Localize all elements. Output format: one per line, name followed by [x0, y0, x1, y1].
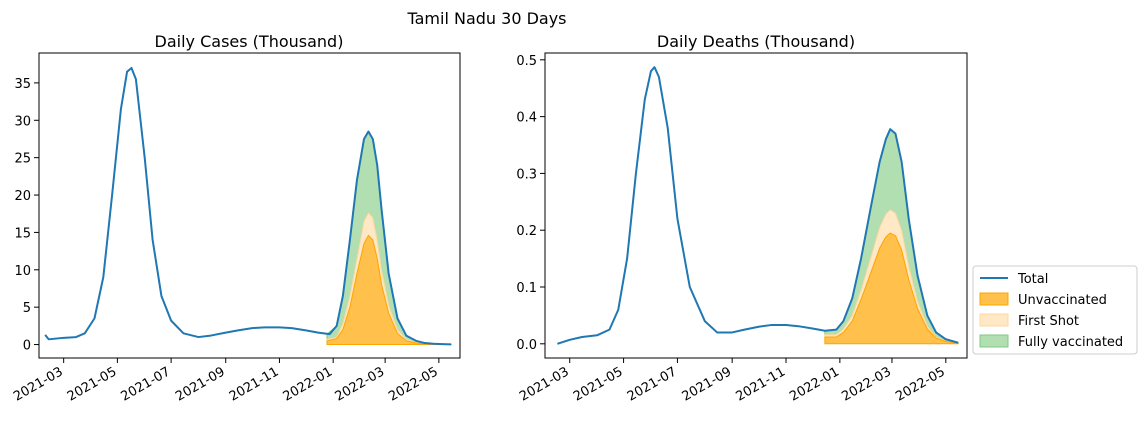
deaths-ytick-label: 0.3 — [516, 167, 537, 182]
deaths-xtick-label: 2022-05 — [893, 364, 948, 404]
legend-label: Total — [1017, 272, 1048, 287]
cases-ytick-label: 25 — [14, 152, 31, 167]
deaths-ytick-label: 0.5 — [516, 54, 537, 69]
deaths-line-total — [557, 66, 959, 345]
cases-xtick-label: 2022-01 — [281, 364, 336, 404]
legend-items: Total Unvaccinated First Shot Fully vaccina… — [979, 272, 1123, 350]
cases-ytick-label: 0 — [23, 339, 31, 354]
deaths-axes-frame — [544, 52, 968, 359]
legend-swatch-fully-vaccinated — [979, 334, 1009, 348]
legend-swatch-unvaccinated — [979, 292, 1009, 306]
cases-ytick-label: 20 — [14, 189, 31, 204]
cases-xtick-label: 2021-03 — [11, 364, 66, 404]
cases-chart: Daily Cases (Thousand) 0 5 10 15 20 25 30 35 202… — [11, 32, 461, 405]
figure-title: Tamil Nadu 30 Days — [406, 9, 566, 28]
legend-label: Unvaccinated — [1018, 293, 1107, 308]
deaths-chart: Daily Deaths (Thousand) 0.0 0.1 0.2 0.3 0.4 0… — [516, 32, 968, 405]
cases-ytick-label: 35 — [14, 77, 31, 92]
deaths-ytick-label: 0.2 — [516, 224, 537, 239]
cases-chart-title: Daily Cases (Thousand) — [155, 32, 344, 51]
cases-axes-frame — [38, 52, 461, 359]
cases-xtick-label: 2021-07 — [119, 364, 174, 404]
cases-ytick-label: 10 — [14, 264, 31, 279]
cases-xtick-label: 2021-05 — [65, 364, 120, 404]
cases-ytick-label: 5 — [23, 301, 31, 316]
cases-line-total — [44, 66, 452, 346]
legend-label: First Shot — [1018, 314, 1079, 329]
cases-xtick-label: 2022-03 — [333, 364, 388, 404]
deaths-xtick-label: 2021-03 — [517, 364, 572, 404]
legend-label: Fully vaccinated — [1018, 335, 1123, 350]
legend: Total Unvaccinated First Shot Fully vaccina… — [972, 265, 1138, 355]
cases-xtick-label: 2022-05 — [386, 364, 441, 404]
deaths-chart-title: Daily Deaths (Thousand) — [657, 32, 855, 51]
cases-xtick-label: 2021-11 — [227, 364, 282, 404]
deaths-xtick-label: 2021-09 — [680, 364, 735, 404]
deaths-xtick-label: 2022-01 — [787, 364, 842, 404]
deaths-xtick-label: 2021-11 — [733, 364, 788, 404]
deaths-xtick-label: 2022-03 — [839, 364, 894, 404]
legend-frame — [972, 265, 1138, 355]
legend-swatch-first-shot — [979, 313, 1009, 327]
deaths-xtick-label: 2021-05 — [571, 364, 626, 404]
deaths-ytick-label: 0.4 — [516, 111, 537, 126]
deaths-ytick-label: 0.0 — [516, 338, 537, 353]
cases-xtick-label: 2021-09 — [173, 364, 228, 404]
deaths-xtick-label: 2021-07 — [625, 364, 680, 404]
cases-ytick-label: 30 — [14, 114, 31, 129]
cases-ytick-label: 15 — [14, 226, 31, 241]
deaths-ytick-label: 0.1 — [516, 281, 537, 296]
